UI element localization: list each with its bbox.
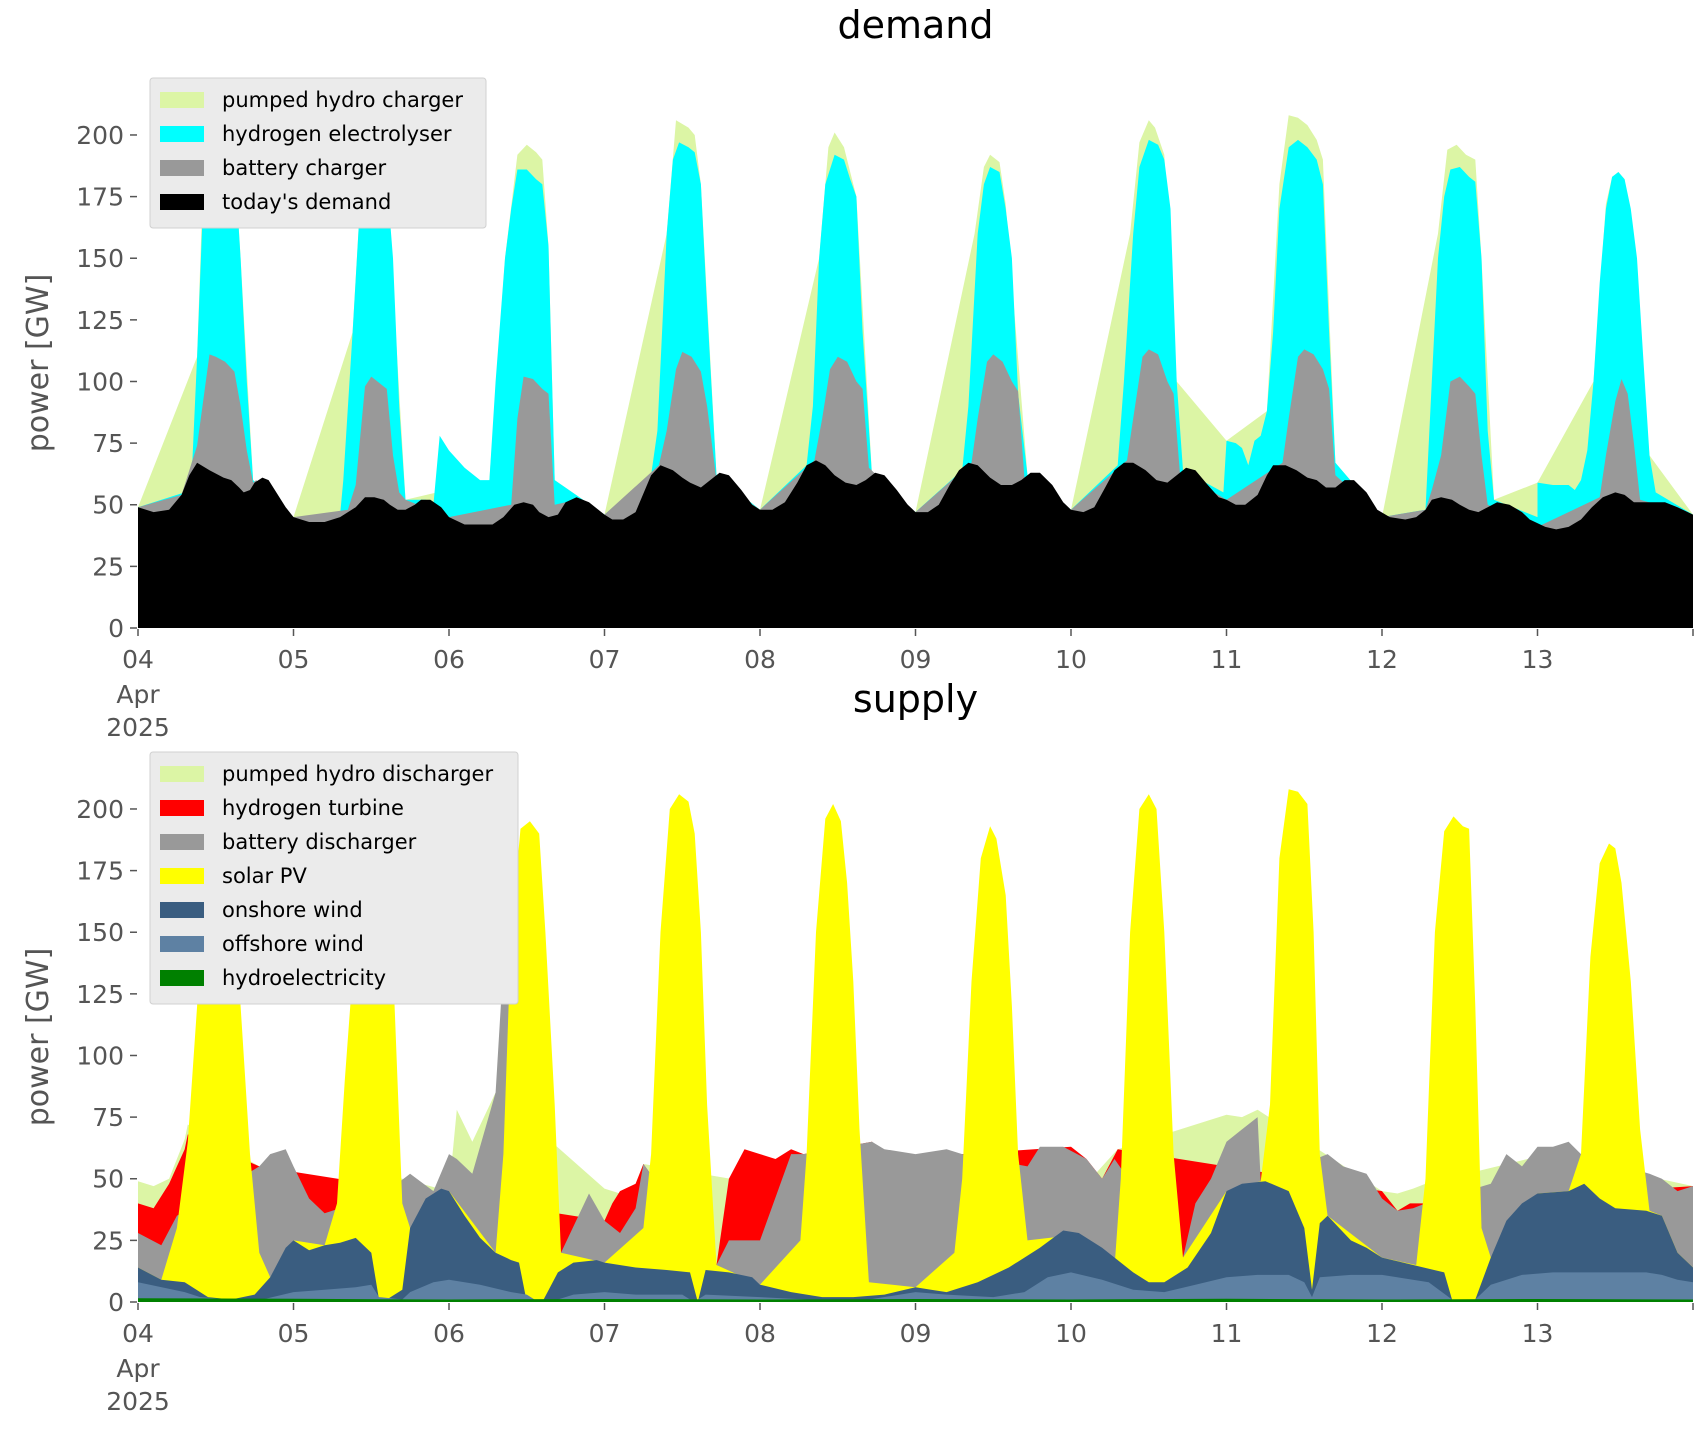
y-tick-label: 0 — [108, 1288, 124, 1317]
x-tick-label-date: Apr — [116, 680, 160, 709]
x-tick-label: 07 — [589, 645, 621, 674]
x-tick-label: 08 — [744, 645, 776, 674]
x-tick-label: 11 — [1211, 645, 1243, 674]
chart-title: demand — [837, 3, 993, 47]
y-tick-label: 100 — [76, 367, 124, 396]
legend-label-hydrogen-electrolyser: hydrogen electrolyser — [222, 122, 452, 146]
supply-panel: supply power [GW] 0 25 50 75 100 125 150 175 200 04… — [21, 677, 1694, 1416]
legend-label-offshore-wind: offshore wind — [222, 932, 364, 956]
x-tick-label: 13 — [1522, 645, 1554, 674]
y-tick-label: 200 — [76, 795, 124, 824]
legend: pumped hydro charger hydrogen electrolyse… — [149, 77, 487, 229]
legend-label-hydrogen-turbine: hydrogen turbine — [222, 796, 404, 820]
legend-swatch-hydrogen-electrolyser — [160, 126, 204, 142]
chart-title: supply — [853, 677, 978, 721]
x-tick-label: 09 — [900, 645, 932, 674]
series-area-solar-pv — [138, 789, 1693, 1302]
legend-label-solar-pv: solar PV — [222, 864, 307, 888]
legend-label-today-s-demand: today's demand — [222, 190, 391, 214]
legend-swatch-offshore-wind — [160, 936, 204, 952]
y-tick-label: 75 — [92, 1103, 124, 1132]
y-tick-label: 150 — [76, 918, 124, 947]
legend-swatch-hydrogen-turbine — [160, 800, 204, 816]
x-tick-label: 06 — [433, 645, 465, 674]
y-tick-label: 200 — [76, 121, 124, 150]
legend-swatch-solar-pv — [160, 868, 204, 884]
x-tick-label-date: Apr — [116, 1354, 160, 1383]
legend: pumped hydro discharger hydrogen turbine b… — [149, 751, 519, 1005]
legend-swatch-battery-charger — [160, 160, 204, 176]
legend-label-pumped-hydro-charger: pumped hydro charger — [222, 88, 463, 112]
legend-box — [149, 751, 519, 1005]
legend-label-battery-charger: battery charger — [222, 156, 387, 180]
x-tick-label: 11 — [1211, 1319, 1243, 1348]
x-tick-label: 07 — [589, 1319, 621, 1348]
x-tick-label: 09 — [900, 1319, 932, 1348]
legend-label-hydroelectricity: hydroelectricity — [222, 966, 386, 990]
x-tick-label: 12 — [1366, 1319, 1398, 1348]
y-tick-label: 125 — [76, 306, 124, 335]
legend-label-pumped-hydro-discharger: pumped hydro discharger — [222, 762, 493, 786]
y-tick-label: 50 — [92, 491, 124, 520]
legend-swatch-today-s-demand — [160, 194, 204, 210]
x-tick-label: 05 — [278, 645, 310, 674]
x-tick-label: 06 — [433, 1319, 465, 1348]
y-tick-label: 25 — [92, 552, 124, 581]
y-tick-label: 25 — [92, 1226, 124, 1255]
legend-swatch-pumped-hydro-charger — [160, 92, 204, 108]
x-tick-label-date: 2025 — [106, 1387, 170, 1416]
y-tick-label: 50 — [92, 1165, 124, 1194]
x-tick-label: 10 — [1055, 645, 1087, 674]
legend-swatch-hydroelectricity — [160, 970, 204, 986]
y-tick-label: 75 — [92, 429, 124, 458]
y-axis-label: power [GW] — [21, 274, 56, 453]
demand-panel: demand power [GW] 0 25 50 75 100 125 150 175 200 04… — [21, 3, 1694, 742]
x-tick-label: 04 — [122, 645, 154, 674]
series-area-today-s-demand — [138, 460, 1693, 628]
y-axis-label: power [GW] — [21, 948, 56, 1127]
series-area-hydroelectricity — [138, 1298, 1693, 1302]
x-tick-label: 13 — [1522, 1319, 1554, 1348]
x-tick-label: 08 — [744, 1319, 776, 1348]
legend-swatch-onshore-wind — [160, 902, 204, 918]
y-tick-label: 125 — [76, 980, 124, 1009]
series-area-offshore-wind — [138, 1272, 1693, 1302]
legend-box — [149, 77, 487, 229]
x-tick-label: 10 — [1055, 1319, 1087, 1348]
legend-label-battery-discharger: battery discharger — [222, 830, 417, 854]
y-tick-label: 0 — [108, 614, 124, 643]
x-tick-label-date: 2025 — [106, 713, 170, 742]
y-tick-label: 100 — [76, 1041, 124, 1070]
y-tick-label: 175 — [76, 183, 124, 212]
legend-label-onshore-wind: onshore wind — [222, 898, 363, 922]
series-area-onshore-wind — [138, 1181, 1693, 1302]
legend-swatch-pumped-hydro-discharger — [160, 766, 204, 782]
y-tick-label: 175 — [76, 857, 124, 886]
x-tick-label: 05 — [278, 1319, 310, 1348]
x-tick-label: 12 — [1366, 645, 1398, 674]
legend-swatch-battery-discharger — [160, 834, 204, 850]
x-tick-label: 04 — [122, 1319, 154, 1348]
y-tick-label: 150 — [76, 244, 124, 273]
